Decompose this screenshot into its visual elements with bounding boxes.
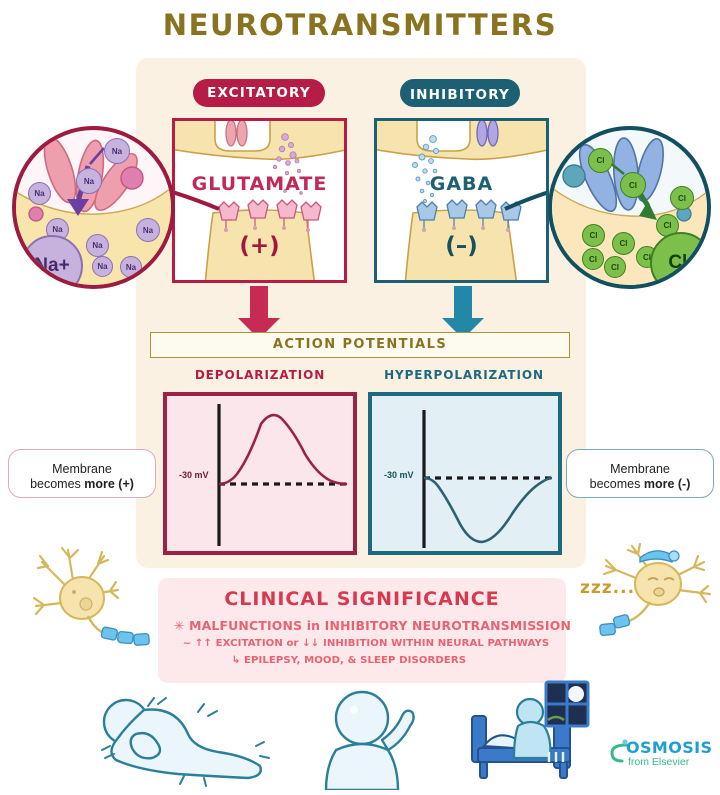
ion-sodium-small: Na [76,168,102,194]
ion-chloride-small: Cl [620,172,646,198]
figure-mood-person [320,688,430,795]
threshold-label-hyperpolarization: -30 mV [384,470,414,480]
synapse-diagram-inhibitory [377,121,546,280]
badge-inhibitory: INHIBITORY [400,79,520,107]
synapse-panel-excitatory: GLUTAMATE (+) [172,118,347,283]
badge-excitatory: EXCITATORY [193,79,325,107]
callout-membrane-positive: Membrane becomes more (+) [8,449,156,498]
action-potentials-banner: ACTION POTENTIALS [150,332,570,358]
ion-sodium-small: Na [28,182,51,205]
ion-chloride-small: Cl [612,232,635,255]
figure-insomnia-person [468,688,588,793]
graph-hyperpolarization: -30 mV [368,392,562,555]
ion-chloride-label: Cl- [650,232,707,285]
clinical-line-3: ↳ EPILEPSY, MOOD, & SLEEP DISORDERS [231,655,467,666]
ion-chloride-small: Cl [604,256,626,278]
depolarization-curve [217,404,348,546]
graph-title-hyperpolarization: HYPERPOLARIZATION [384,368,544,382]
label-gaba: GABA [429,173,494,195]
ion-chloride-small: Cl [588,148,613,173]
ion-chloride-small: Cl [582,248,604,270]
clinical-significance-title: CLINICAL SIGNIFICANCE [224,588,500,610]
ion-sodium-small: Na [104,138,130,164]
callout-right-line2-prefix: becomes [589,477,644,491]
osmosis-mark-icon [610,739,628,763]
label-glutamate: GLUTAMATE [191,173,328,195]
threshold-label-depolarization: -30 mV [179,470,209,480]
sign-inhibitory: (–) [445,233,478,259]
callout-left-line2-bold: more (+) [84,477,134,491]
callout-left-line2-prefix: becomes [30,477,85,491]
ion-chloride-small: Cl [656,214,679,237]
graph-depolarization: -30 mV [163,392,357,555]
synapse-diagram-excitatory [175,121,344,280]
zzz-text: zzz... [580,578,636,598]
ion-channel-circle-chloride: Cl Cl Cl Cl Cl Cl Cl Cl Cl Cl- [548,126,711,289]
ion-channel-circle-sodium: Na Na Na Na Na Na Na Na Na+ [12,126,175,289]
ion-chloride-small: Cl [582,224,605,247]
clinical-line-2: ~ ↑↑ EXCITATION or ↓↓ INHIBITION WITHIN … [182,638,550,649]
osmosis-logo-text: OSMOSIS [626,738,713,757]
sign-excitatory: (+) [239,233,280,259]
arrow-down-excitatory [237,286,281,345]
night-window-icon [544,680,590,733]
ion-sodium-small: Na [86,234,109,257]
figure-seizure-person [88,690,288,795]
ion-sodium-small: Na [120,256,142,278]
callout-right-line2-bold: more (-) [643,477,691,491]
ion-sodium-label: Na+ [21,235,83,285]
ion-chloride-small: Cl [670,186,694,210]
callout-right-line1: Membrane [610,462,670,476]
callout-membrane-negative: Membrane becomes more (-) [566,449,714,498]
page-title: NEUROTRANSMITTERS [162,8,558,42]
ion-sodium-small: Na [136,218,160,242]
synapse-panel-inhibitory: GABA (–) [374,118,549,283]
osmosis-logo: OSMOSIS from Elsevier [608,738,714,778]
hyperpolarization-curve [422,410,553,548]
neuron-illustration-sleeping [592,540,720,663]
neuron-illustration-left [22,532,162,667]
arrow-down-inhibitory [441,286,485,345]
clinical-line-1: ✳ MALFUNCTIONS in INHIBITORY NEUROTRANSM… [174,618,572,633]
callout-left-line1: Membrane [52,462,112,476]
clinical-significance-box: CLINICAL SIGNIFICANCE ✳ MALFUNCTIONS in … [158,578,572,683]
osmosis-logo-subtext: from Elsevier [628,756,690,768]
graph-title-depolarization: DEPOLARIZATION [194,368,326,382]
ion-sodium-small: Na [92,256,113,277]
